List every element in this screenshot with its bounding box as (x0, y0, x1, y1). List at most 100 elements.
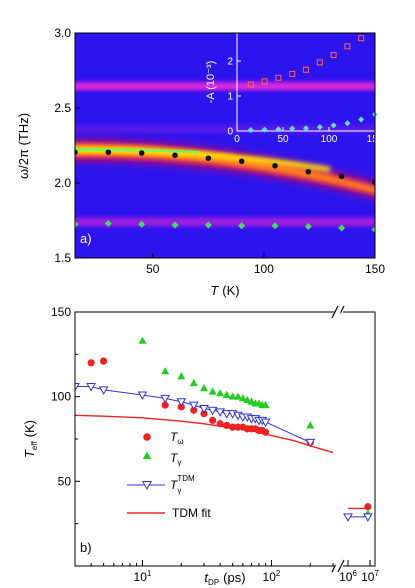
panel-a-markers (75, 149, 375, 233)
a-point-green (271, 222, 279, 230)
a-point-black (205, 155, 212, 162)
inset-point-red (303, 66, 309, 73)
b-point-t-gamma-tdm (207, 406, 218, 416)
inset-xtick-label: 0 (234, 134, 240, 145)
b-point-t-gamma (306, 421, 315, 429)
b-point-t-gamma (228, 392, 237, 400)
a-ytick-label: 1.5 (54, 251, 71, 265)
heatmap-bands (75, 82, 375, 227)
a-point-black (105, 149, 112, 156)
panel-b: 101 102 106 107 50 100 150 Tω Tγ TγTDM TDM fit… (22, 305, 379, 587)
inset-point-red (316, 59, 323, 66)
b-point-t-omega (190, 406, 198, 414)
panel-b-ylabel: Teff(K) (22, 420, 39, 458)
a-point-black (138, 150, 145, 156)
inset-ytick-label: 1 (227, 92, 233, 103)
panel-b-label: b) (80, 540, 92, 555)
b-point-t-gamma-tdm (75, 383, 80, 392)
b-point-t-omega (87, 359, 95, 367)
panel-a-xlabel: T (K) (210, 283, 239, 298)
b-point-t-gamma-tdm (215, 408, 225, 417)
b-point-t-omega (364, 503, 372, 511)
inset-point-green (247, 126, 254, 133)
b-line-tdm-fit (75, 414, 334, 454)
a-xtick-label: 100 (254, 262, 274, 276)
inset-point-red (261, 78, 268, 85)
b-point-t-omega (161, 401, 169, 409)
b-xtick-label: 107 (361, 569, 379, 584)
xlabel-symbol: T (210, 283, 219, 298)
b-point-t-gamma-tdm (305, 438, 316, 448)
inset-point-green (358, 116, 365, 123)
inset-ytick-label: 2 (227, 57, 233, 68)
b-xtick-label: 101 (134, 569, 152, 584)
a-ytick-label: 2.5 (54, 101, 71, 115)
a-point-black (172, 152, 178, 159)
legend-label-t-gamma-tdm: TγTDM (170, 474, 195, 495)
b-ytick-label: 100 (51, 390, 71, 404)
b-point-t-gamma (243, 395, 252, 404)
panel-a-ylabel: ω/2π (THz) (16, 113, 31, 179)
b-xtick-label: 106 (339, 569, 357, 584)
panel-a-label: a) (80, 231, 92, 246)
b-point-t-gamma (138, 336, 147, 344)
legend-marker-t-gamma-tdm (141, 481, 153, 491)
legend: Tω Tγ TγTDM TDM fit (127, 430, 211, 520)
legend-label-t-omega: Tω (170, 430, 184, 446)
inset-point-green (303, 125, 309, 132)
inset-point-green (330, 122, 337, 129)
b-point-t-omega (177, 403, 185, 411)
b-point-t-omega (209, 416, 217, 424)
b-point-t-gamma (238, 394, 247, 402)
axis-break (331, 305, 345, 573)
a-xtick-label: 150 (365, 262, 385, 276)
inset-point-green (344, 120, 351, 127)
inset-point-red (330, 52, 337, 59)
b-point-t-gamma (233, 392, 242, 400)
legend-marker-t-omega (143, 433, 151, 441)
b-point-t-gamma (216, 389, 225, 397)
a-point-black (338, 173, 345, 180)
b-point-t-gamma (189, 378, 198, 387)
b-point-t-gamma-tdm (98, 386, 109, 395)
b-point-t-omega (100, 357, 108, 365)
panel-b-markers (75, 336, 373, 522)
b-point-t-gamma-tdm (86, 383, 96, 392)
b-point-t-gamma-tdm (260, 418, 271, 428)
a-ytick-label: 2.0 (54, 176, 71, 190)
b-point-t-gamma (261, 400, 270, 409)
inset-xtick-label: 100 (321, 134, 338, 145)
b-point-t-gamma-tdm (137, 391, 148, 400)
inset-ylabel: -A (10⁻³) (205, 61, 217, 103)
b-point-t-gamma (177, 372, 186, 380)
panel-b-ticks: 101 102 106 107 50 100 150 (51, 305, 379, 584)
b-ytick-label: 50 (58, 474, 72, 488)
a-point-green (338, 224, 346, 232)
inset-point-red (344, 43, 351, 50)
b-point-t-gamma-tdm (160, 394, 171, 404)
b-point-t-gamma-tdm (199, 405, 209, 414)
a-point-green (75, 220, 79, 228)
legend-marker-t-gamma (142, 451, 152, 459)
a-point-black (238, 158, 245, 165)
inset-xtick-label: 50 (277, 134, 289, 145)
inset-point-green (275, 126, 282, 133)
panel-b-xlabel: tDP (ps) (204, 570, 245, 587)
inset-point-red (275, 74, 282, 81)
a-point-green (304, 223, 312, 230)
inset-point-green (289, 125, 296, 132)
a-point-green (371, 226, 375, 233)
b-point-t-omega (229, 423, 237, 431)
a-point-green (138, 220, 146, 228)
inset-point-green (316, 124, 323, 131)
b-point-t-omega (200, 410, 208, 418)
panel-b-background (75, 312, 375, 566)
a-point-black (75, 149, 78, 156)
b-point-t-gamma (200, 384, 208, 392)
a-point-green (171, 221, 179, 229)
inset-point-green (261, 126, 268, 133)
xlabel-unit: (K) (222, 283, 239, 298)
